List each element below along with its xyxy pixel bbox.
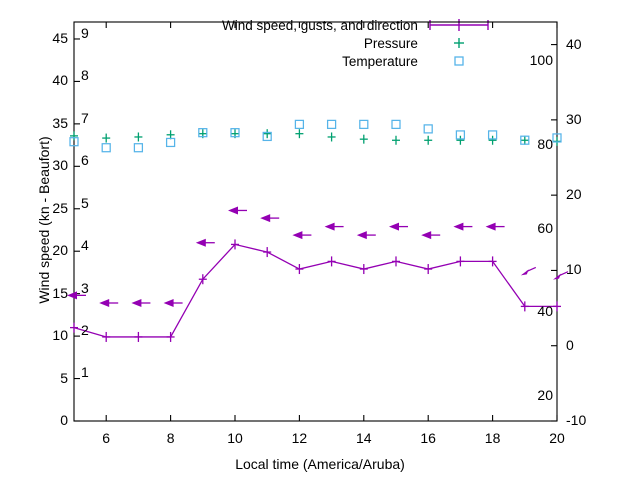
y-tick-label-left-30: 30 (52, 157, 68, 174)
wind-direction-arrow (99, 298, 119, 307)
y-tick-label-right--10: -10 (566, 412, 587, 428)
temperature-point (230, 128, 240, 138)
beaufort-label-6: 6 (81, 152, 89, 169)
y-tick-label-left-20: 20 (52, 242, 68, 259)
x-tick-label-12: 12 (291, 430, 308, 446)
plot-frame (73, 21, 558, 422)
wind-direction-arrow (356, 231, 376, 240)
x-axis-title: Local time (America/Aruba) (235, 456, 405, 472)
temperature-point (326, 119, 337, 130)
legend-label-pressure: Pressure (363, 35, 418, 51)
wind-direction-arrow (520, 266, 537, 276)
temperature-point (69, 137, 79, 147)
temperature-point (520, 135, 530, 145)
beaufort-label-2: 2 (81, 322, 89, 338)
beaufort-label-1: 1 (81, 364, 89, 381)
wind-direction-arrow (421, 231, 441, 240)
beaufort-label-3: 3 (81, 279, 89, 296)
x-tick-label-6: 6 (102, 430, 111, 446)
x-tick-label-18: 18 (484, 430, 501, 446)
legend-item-pressure[interactable]: Pressure (222, 34, 492, 52)
temperature-point (101, 143, 111, 153)
legend-key-temperature-square-icon (426, 53, 492, 69)
wind-speed-line (73, 243, 557, 338)
wind-direction-arrow (485, 222, 505, 231)
y-tick-label-left-45: 45 (52, 29, 68, 46)
legend-label-wind: Wind speed, gusts, and direction (222, 17, 418, 33)
legend: Wind speed, gusts, and direction Pressur… (222, 16, 492, 70)
wind-direction-arrow (67, 291, 86, 300)
temperature-point (487, 130, 498, 140)
temperature-point (552, 133, 562, 143)
legend-item-temperature[interactable]: Temperature (222, 52, 492, 70)
temperature-point (423, 124, 433, 134)
wind-direction-arrow (228, 206, 247, 215)
temperature-point (198, 128, 208, 138)
y-tick-label-right-10: 10 (566, 261, 582, 278)
wind-direction-arrow (324, 222, 344, 231)
beaufort-label-8: 8 (81, 67, 89, 84)
fahrenheit-label-80: 80 (537, 135, 553, 152)
beaufort-label-4: 4 (81, 237, 89, 254)
wind-direction-arrow (553, 271, 569, 280)
fahrenheit-label-100: 100 (529, 52, 553, 69)
y-tick-label-left-35: 35 (52, 114, 68, 131)
beaufort-label-5: 5 (81, 194, 89, 211)
temperature-point (359, 119, 369, 130)
wind-direction-arrow (292, 231, 312, 240)
wind-direction-arrow (389, 222, 408, 231)
x-tick-label-8: 8 (166, 430, 175, 446)
x-tick-label-16: 16 (420, 430, 436, 446)
wind-direction-arrow (163, 298, 183, 307)
y-tick-label-right-20: 20 (566, 186, 582, 203)
x-tick-label-10: 10 (227, 430, 243, 446)
wind-direction-arrow (195, 238, 215, 247)
temperature-point (262, 131, 272, 142)
legend-label-temperature: Temperature (342, 53, 418, 69)
x-tick-label-20: 20 (549, 430, 565, 446)
temperature-point (133, 143, 144, 153)
fahrenheit-label-20: 20 (537, 386, 553, 403)
y-tick-label-left-15: 15 (52, 284, 68, 301)
temperature-point (455, 130, 466, 140)
beaufort-label-9: 9 (81, 24, 89, 41)
fahrenheit-label-40: 40 (537, 303, 553, 320)
x-tick-label-14: 14 (356, 430, 372, 446)
wind-direction-arrow (131, 298, 151, 307)
temperature-point (165, 137, 176, 148)
fahrenheit-label-60: 60 (537, 219, 553, 236)
temperature-point (294, 119, 305, 130)
temperature-point (391, 119, 401, 130)
y-tick-label-left-10: 10 (52, 327, 68, 344)
y-tick-label-left-5: 5 (60, 369, 68, 386)
wind-direction-arrow (260, 214, 280, 223)
y-tick-label-right-30: 30 (566, 110, 582, 127)
beaufort-label-7: 7 (81, 109, 89, 126)
y-tick-label-right-0: 0 (566, 336, 574, 353)
wind-direction-arrow (453, 222, 473, 231)
y-tick-label-left-0: 0 (60, 412, 68, 428)
legend-key-pressure-plus-icon (426, 35, 492, 51)
y-tick-label-left-25: 25 (52, 199, 68, 216)
y-tick-label-right-40: 40 (566, 35, 582, 52)
y-tick-label-left-40: 40 (52, 72, 68, 89)
